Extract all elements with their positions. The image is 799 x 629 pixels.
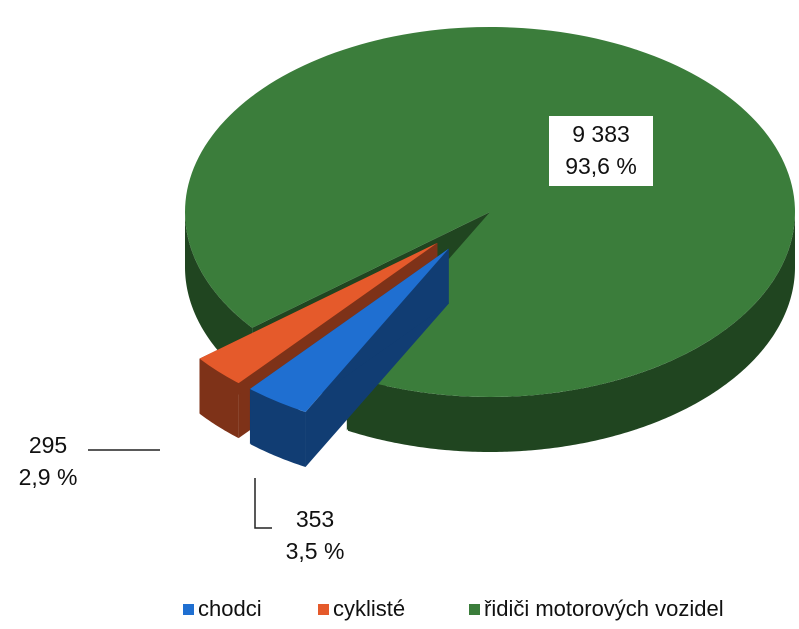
value-label: 295 (29, 432, 67, 458)
legend-label: chodci (198, 596, 262, 621)
pie (185, 27, 796, 468)
label-box (549, 116, 653, 186)
slice-side (185, 212, 253, 383)
slice-side (199, 358, 239, 439)
labels: 353 3,5 % 295 2,9 % 9 383 93,6 % (19, 116, 653, 564)
slice-side (347, 212, 795, 452)
value-label: 9 383 (572, 121, 630, 147)
slice-top (249, 248, 449, 413)
slice-edge (199, 242, 438, 414)
slice-top (199, 242, 438, 384)
leader-line (254, 478, 272, 529)
percent-label: 3,5 % (286, 538, 345, 564)
percent-label: 93,6 % (565, 153, 637, 179)
legend-swatch (318, 604, 329, 615)
legend-label: řidiči motorových vozidel (484, 596, 724, 621)
slice-side (250, 389, 306, 468)
legend-label: cyklisté (333, 596, 405, 621)
slice (249, 248, 449, 468)
legend: chodci cyklisté řidiči motorových vozidel (183, 596, 724, 621)
value-label: 353 (296, 506, 334, 532)
legend-swatch (469, 604, 480, 615)
percent-label: 2,9 % (19, 464, 78, 490)
legend-swatch (183, 604, 194, 615)
